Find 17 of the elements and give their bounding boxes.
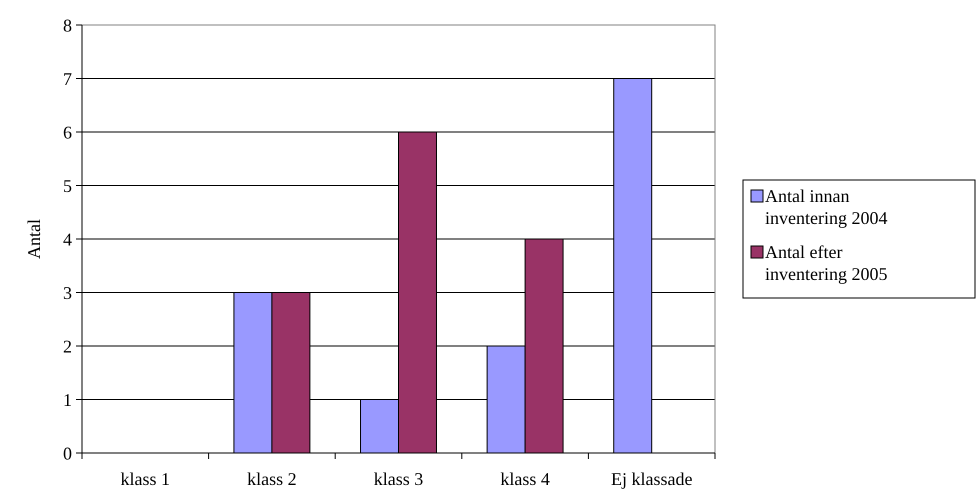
- x-tick-label: klass 1: [120, 469, 170, 489]
- x-tick-label: Ej klassade: [610, 469, 692, 489]
- y-tick-label: 5: [63, 176, 72, 196]
- legend-label: Antal efter inventering 2005: [765, 242, 888, 284]
- y-tick-label: 3: [63, 282, 72, 303]
- y-tick-label: 4: [63, 229, 72, 250]
- y-tick-label: 1: [63, 390, 72, 410]
- x-tick-label: klass 2: [247, 469, 297, 489]
- y-tick-label: 0: [63, 443, 72, 464]
- y-tick-label: 6: [63, 122, 72, 142]
- legend-label: Antal innan inventering 2004: [765, 186, 888, 228]
- y-tick-label: 2: [63, 336, 72, 356]
- x-tick-label: klass 3: [374, 469, 424, 489]
- y-tick-label: 7: [63, 68, 72, 89]
- y-axis-title: Antal: [24, 219, 44, 259]
- y-tick-label: 8: [63, 15, 72, 36]
- x-tick-label: klass 4: [500, 469, 550, 489]
